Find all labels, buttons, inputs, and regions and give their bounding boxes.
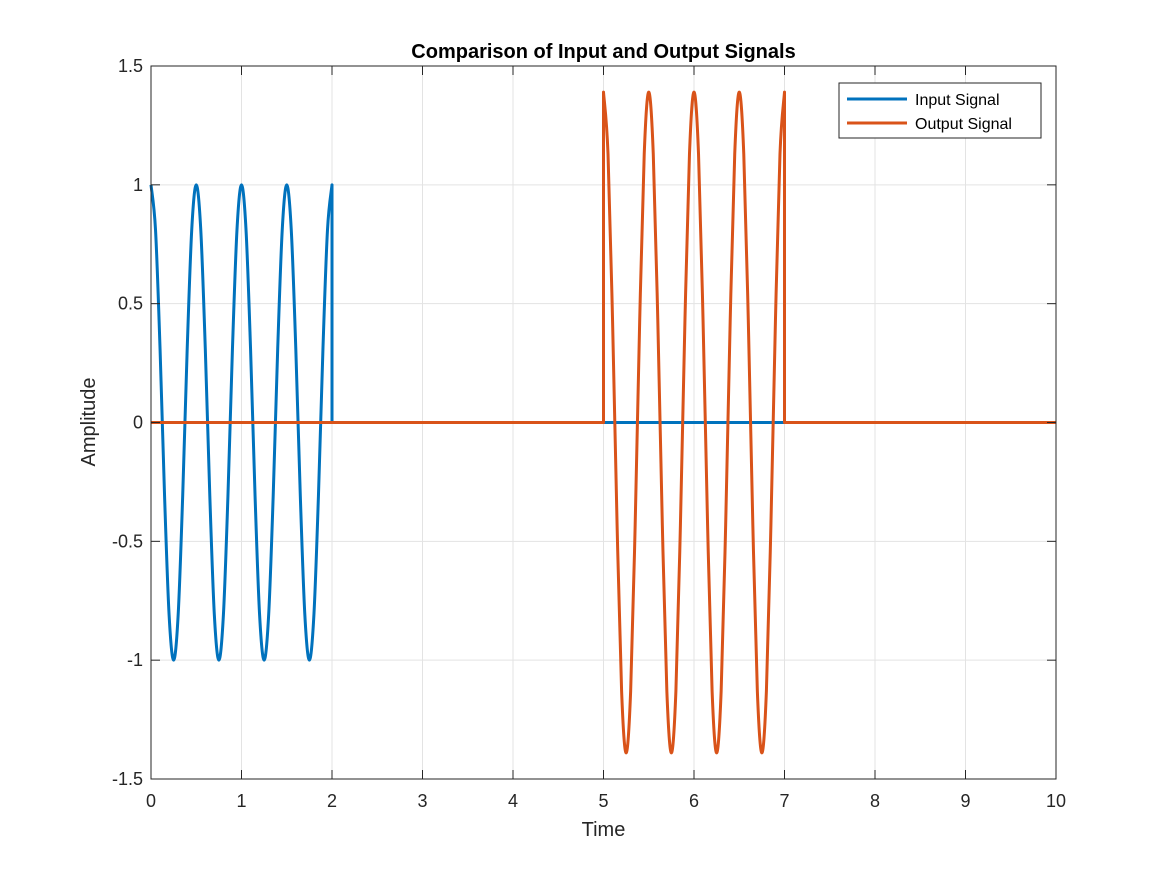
y-axis-label: Amplitude (78, 378, 100, 467)
x-tick-label: 1 (236, 791, 246, 811)
x-tick-label: 6 (689, 791, 699, 811)
x-tick-label: 7 (779, 791, 789, 811)
legend-box (838, 82, 1042, 139)
y-tick-label: -0.5 (112, 531, 143, 551)
x-tick-label: 9 (960, 791, 970, 811)
y-tick-label: -1.5 (112, 769, 143, 789)
y-tick-label: 0.5 (118, 294, 143, 314)
chart-title: Comparison of Input and Output Signals (411, 41, 795, 63)
x-tick-label: 3 (417, 791, 427, 811)
y-tick-label: -1 (127, 650, 143, 670)
series-line-input (149, 183, 1056, 662)
x-tick-label: 4 (508, 791, 518, 811)
series-group (149, 90, 1056, 755)
series-line-output (151, 90, 1056, 755)
legend: Input Signal Output Signal (838, 82, 1042, 139)
x-tick-label: 8 (870, 791, 880, 811)
legend-label-output: Output Signal (915, 116, 1012, 133)
tick-labels: 0 1 2 3 4 5 6 7 8 9 10 -1.5 -1 -0.5 0 0.5 1 1.5 (112, 56, 1066, 811)
legend-label-input: Input Signal (915, 92, 1000, 109)
y-tick-label: 0 (133, 413, 143, 433)
x-tick-label: 10 (1046, 791, 1066, 811)
x-tick-label: 5 (598, 791, 608, 811)
tick-marks (150, 65, 1057, 780)
x-axis-label: Time (582, 819, 626, 841)
y-tick-label: 1.5 (118, 56, 143, 76)
x-tick-label: 0 (146, 791, 156, 811)
y-tick-label: 1 (133, 175, 143, 195)
x-tick-label: 2 (327, 791, 337, 811)
